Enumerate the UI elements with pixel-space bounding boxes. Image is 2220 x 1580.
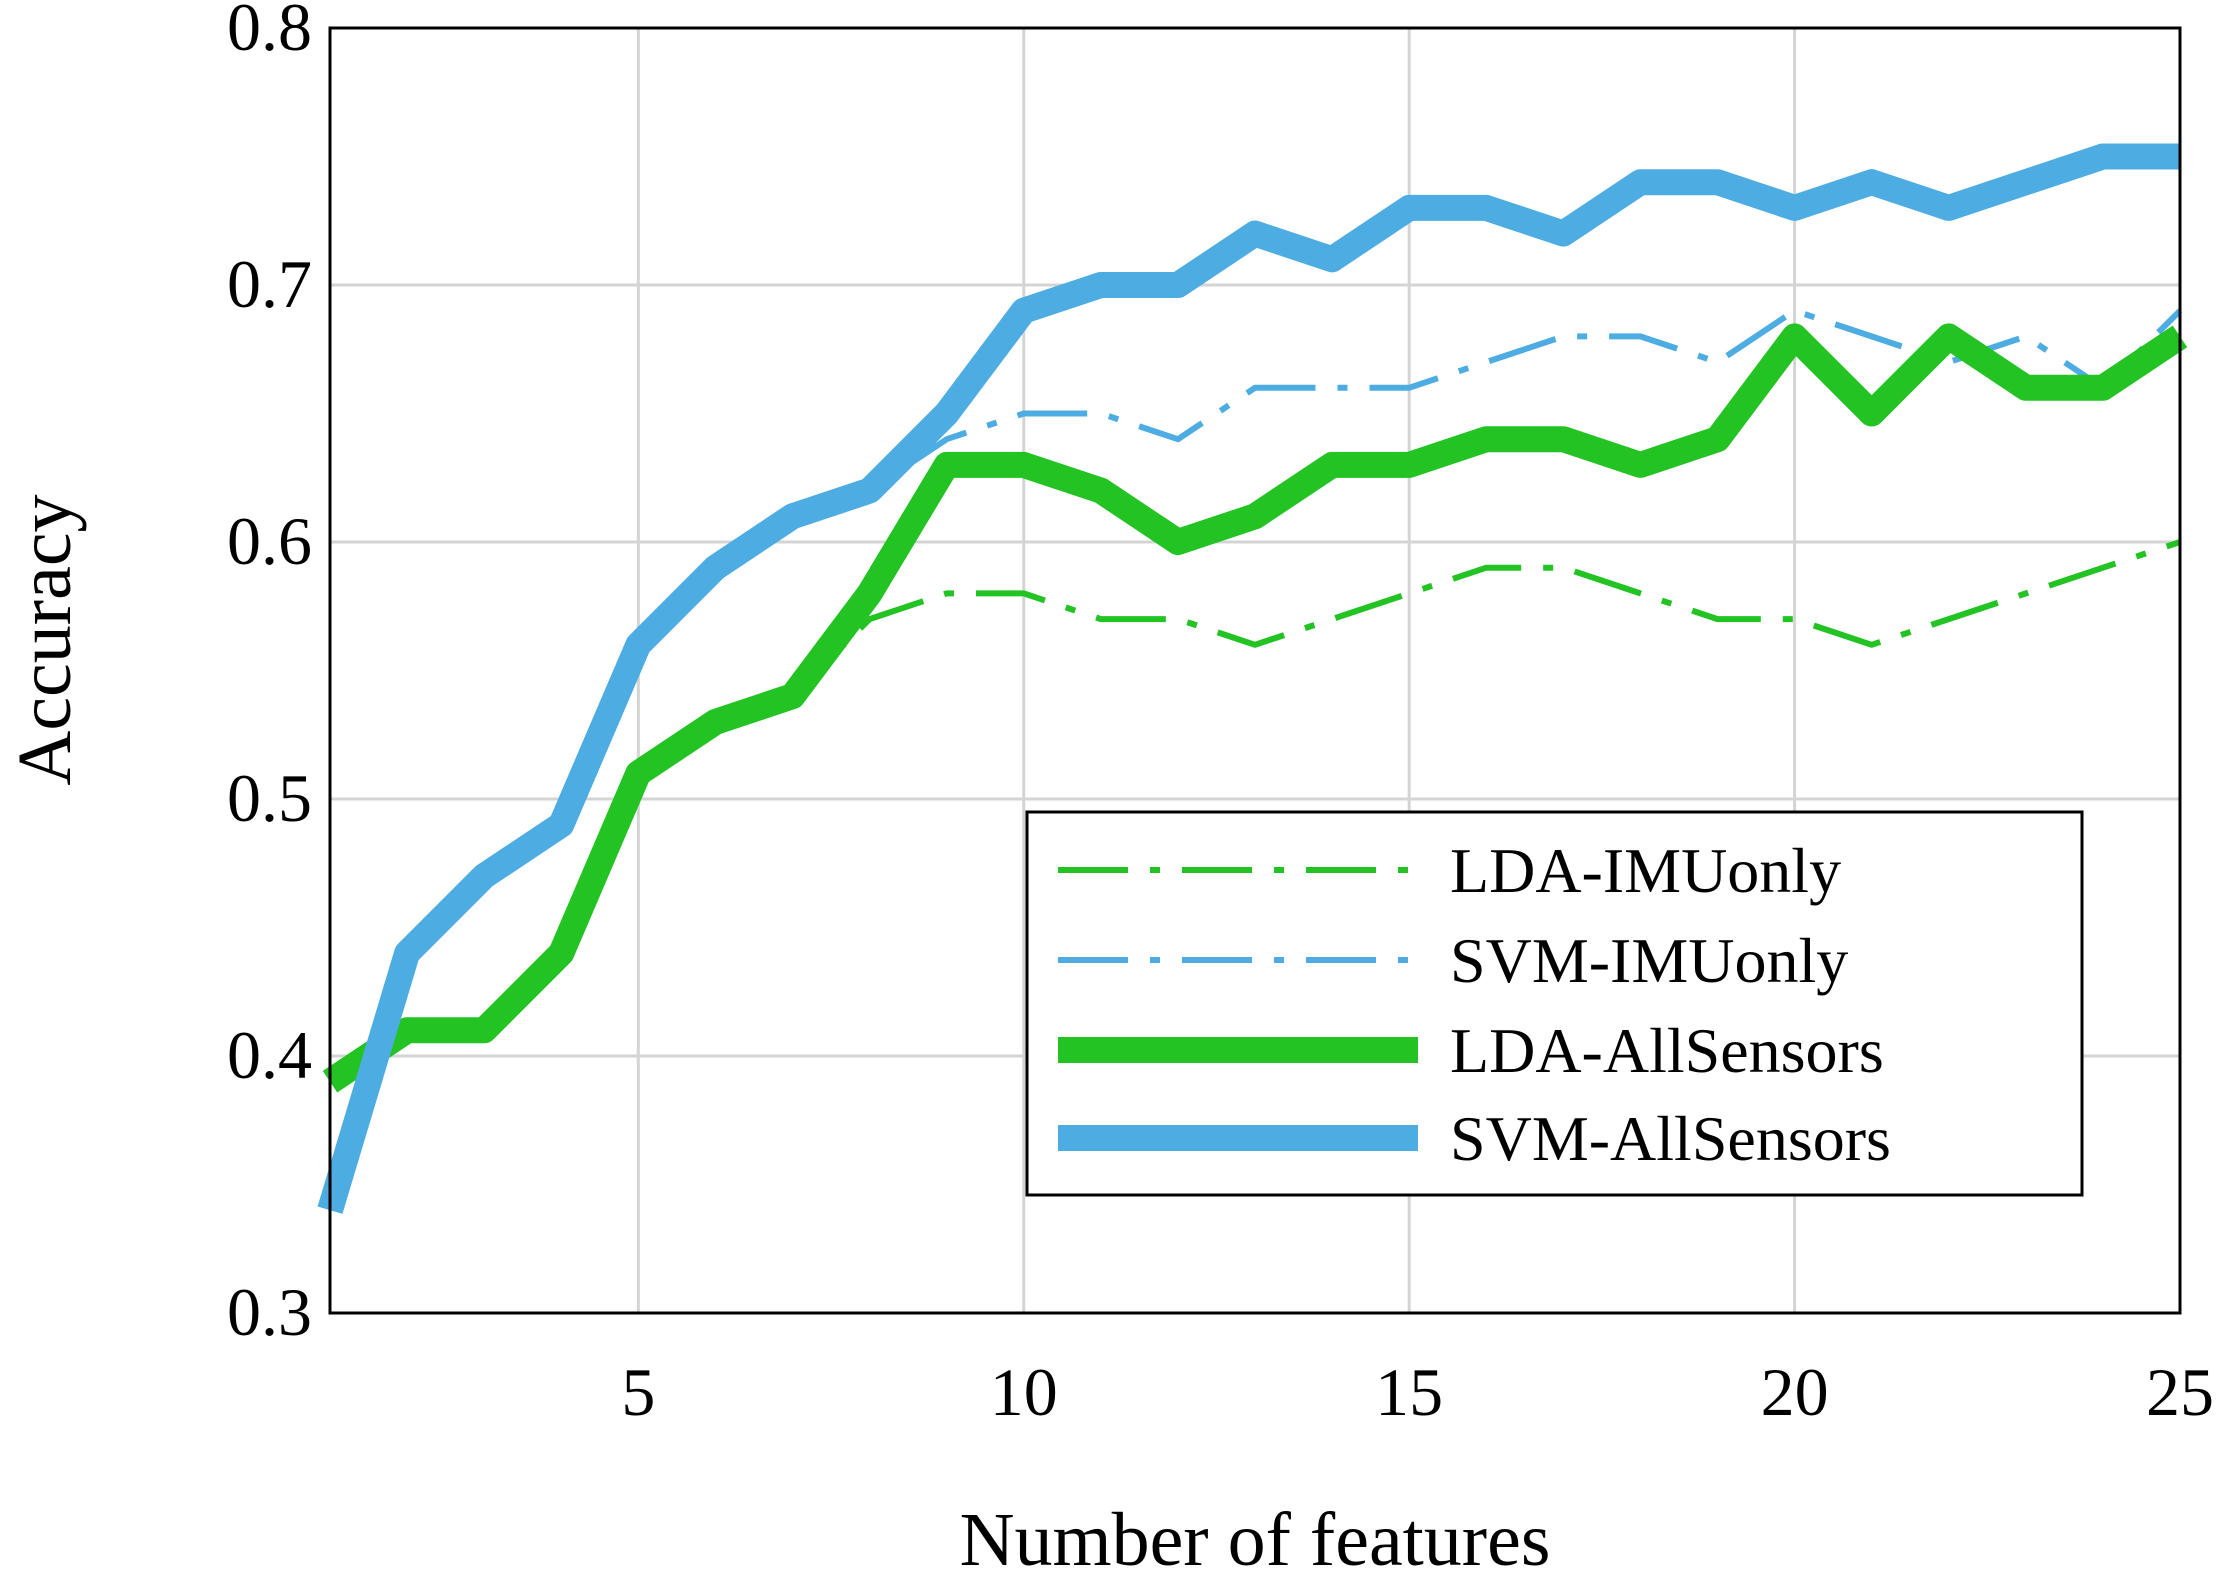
series-lines [317,143,2188,1214]
series-line-svm-allsensors [317,143,2180,1214]
x-tick-label: 25 [2146,1354,2214,1430]
y-tick-label: 0.3 [227,1274,312,1350]
series-line-lda-allsensors [322,323,2188,1093]
x-tick-label: 10 [990,1354,1058,1430]
y-tick-label: 0.7 [227,246,312,322]
legend: LDA-IMUonly SVM-IMUonly LDA-AllSensors SVM-… [1025,810,2084,1197]
legend-label: LDA-AllSensors [1450,1015,1884,1086]
x-tick-label: 20 [1761,1354,1829,1430]
series-line-lda-imuonly [328,539,2181,1085]
y-tick-label: 0.4 [227,1017,312,1093]
x-tick-label: 5 [621,1354,655,1430]
legend-label: SVM-AllSensors [1450,1103,1891,1174]
x-axis-title: Number of features [960,1498,1551,1580]
plot-frame [328,26,2182,1315]
y-tick-label: 0.5 [227,760,312,836]
y-axis-title: Accuracy [3,494,87,785]
y-tick-labels: 0.3 0.4 0.5 0.6 0.7 0.8 [227,0,312,1350]
y-tick-label: 0.6 [227,503,312,579]
x-tick-label: 15 [1375,1354,1443,1430]
y-tick-label: 0.8 [227,0,312,65]
x-tick-labels: 5 10 15 20 25 [621,1354,2214,1430]
legend-label: LDA-IMUonly [1450,835,1841,906]
legend-label: SVM-IMUonly [1450,925,1848,996]
